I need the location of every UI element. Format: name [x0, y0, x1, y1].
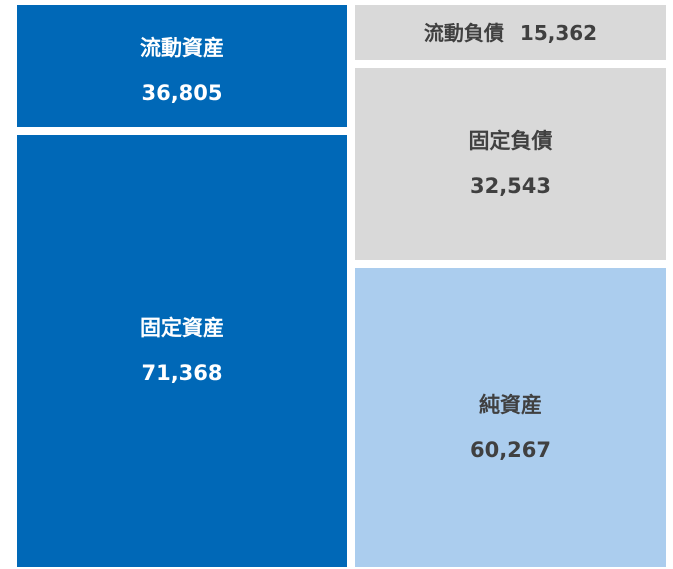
current-liabilities-box: 流動負債 15,362 — [355, 5, 666, 60]
fixed-liabilities-box: 固定負債 32,543 — [355, 68, 666, 260]
box-label: 流動負債 — [423, 20, 504, 45]
box-value: 60,267 — [469, 437, 552, 462]
fixed-assets-box: 固定資産 71,368 — [17, 135, 347, 567]
net-assets-box: 純資産 60,267 — [355, 268, 666, 567]
box-value: 71,368 — [141, 361, 223, 385]
box-label: 流動資産 — [140, 36, 224, 60]
box-value: 32,543 — [469, 174, 552, 198]
box-label: 固定資産 — [140, 316, 224, 340]
current-assets-box: 流動資産 36,805 — [17, 5, 347, 127]
box-label: 固定負債 — [468, 129, 553, 153]
box-value: 36,805 — [141, 81, 223, 105]
box-value: 15,362 — [519, 20, 598, 45]
box-label: 純資産 — [479, 392, 542, 417]
